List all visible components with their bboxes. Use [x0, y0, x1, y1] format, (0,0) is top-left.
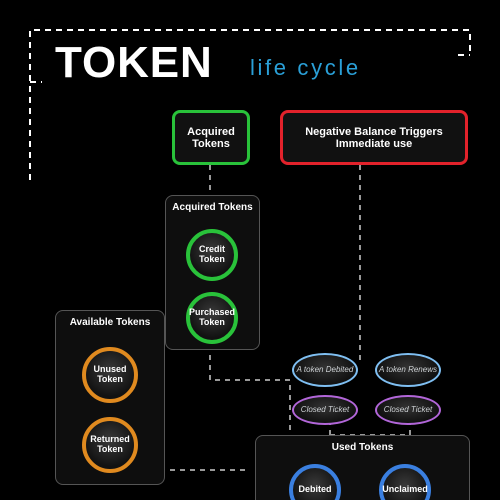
flow-edge [210, 345, 290, 440]
token-ring: Purchased Token [186, 292, 238, 344]
token-ring-label: Unclaimed [382, 485, 428, 495]
event-ellipse: A token Renews [375, 353, 441, 387]
event-ellipse-label: A token Renews [379, 366, 437, 374]
title-main: TOKEN [55, 38, 213, 88]
token-ring: Unused Token [82, 347, 138, 403]
token-ring-label: Credit Token [190, 245, 234, 265]
token-ring-label: Debited [298, 485, 331, 495]
token-ring: Returned Token [82, 417, 138, 473]
box-acquired: Acquired Tokens [172, 110, 250, 165]
panel-title: Available Tokens [56, 317, 164, 328]
diagram-stage: TOKEN life cycle Acquired Tokens Negative B… [0, 0, 500, 500]
event-ellipse-label: Closed Ticket [301, 406, 349, 414]
event-ellipse-label: Closed Ticket [384, 406, 432, 414]
event-ellipse: Closed Ticket [375, 395, 441, 425]
token-ring: Credit Token [186, 229, 238, 281]
event-ellipse: A token Debited [292, 353, 358, 387]
panel-used: Used Tokens [255, 435, 470, 500]
panel-title: Used Tokens [256, 442, 469, 453]
event-ellipse-label: A token Debited [297, 366, 354, 374]
box-label: Negative Balance Triggers Immediate use [287, 126, 461, 150]
title-sub: life cycle [250, 55, 361, 81]
panel-title: Acquired Tokens [166, 202, 259, 213]
box-negative: Negative Balance Triggers Immediate use [280, 110, 468, 165]
token-ring-label: Unused Token [86, 365, 134, 385]
token-ring-label: Purchased Token [189, 308, 235, 328]
token-ring-label: Returned Token [86, 435, 134, 455]
event-ellipse: Closed Ticket [292, 395, 358, 425]
box-label: Acquired Tokens [179, 126, 243, 150]
